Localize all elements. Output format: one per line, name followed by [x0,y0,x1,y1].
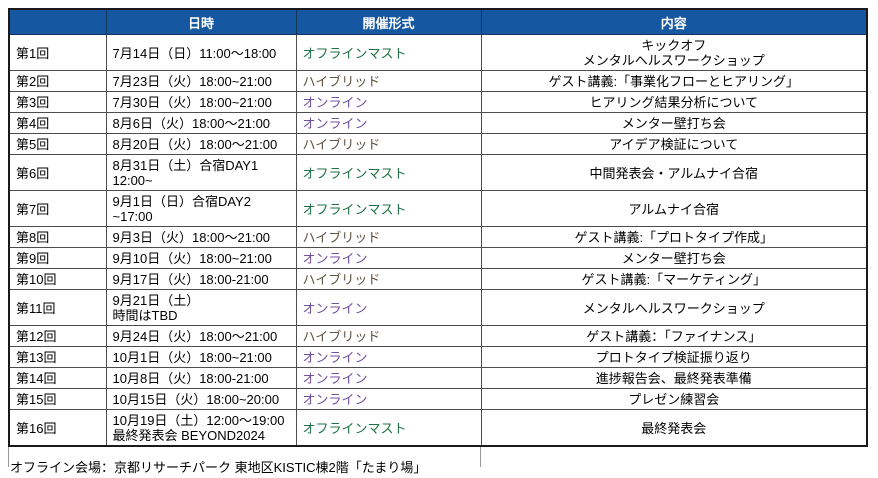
table-row: 第15回 10月15日（火）18:00~20:00 オンライン プレゼン練習会 [8,388,868,410]
table-row: 第1回 7月14日（日）11:00～18:00 オフラインマスト キックオフ メ… [8,34,868,71]
format-value: オンライン [295,91,482,113]
session-label: 第8回 [8,226,107,248]
session-label: 第12回 [8,325,107,347]
format-value: オフラインマスト [295,190,482,227]
format-value: オンライン [295,388,482,410]
content-value: 進捗報告会、最終発表準備 [480,367,868,389]
content-value: プレゼン練習会 [480,388,868,410]
format-value: オンライン [295,346,482,368]
format-value: ハイブリッド [295,325,482,347]
content-value: ゲスト講義:「マーケティング」 [480,268,868,290]
datetime-value: 7月23日（火）18:00~21:00 [105,70,297,92]
datetime-value: 10月15日（火）18:00~20:00 [105,388,297,410]
header-cell-content: 内容 [480,8,868,35]
content-value: アルムナイ合宿 [480,190,868,227]
table-row: 第3回 7月30日（火）18:00~21:00 オンライン ヒアリング結果分析に… [8,91,868,113]
datetime-value: 7月30日（火）18:00~21:00 [105,91,297,113]
table-row: 第16回 10月19日（土）12:00～19:00 最終発表会 BEYOND20… [8,409,868,447]
content-value: メンター壁打ち会 [480,112,868,134]
session-label: 第13回 [8,346,107,368]
datetime-value: 8月20日（火）18:00～21:00 [105,133,297,155]
table-row: 第13回 10月1日（火）18:00~21:00 オンライン プロトタイプ検証振… [8,346,868,368]
session-label: 第7回 [8,190,107,227]
datetime-value: 9月21日（土） 時間はTBD [105,289,297,326]
content-value: プロトタイプ検証振り返り [480,346,868,368]
session-label: 第2回 [8,70,107,92]
header-row: 日時 開催形式 内容 [8,8,868,35]
table-row: 第9回 9月10日（火）18:00~21:00 オンライン メンター壁打ち会 [8,247,868,269]
venue-note: オフライン会場：京都リサーチパーク 東地区KISTIC棟2階「たまり場」 [10,460,427,475]
table-row: 第5回 8月20日（火）18:00～21:00 ハイブリッド アイデア検証につい… [8,133,868,155]
datetime-value: 9月1日（日）合宿DAY2 ~17:00 [105,190,297,227]
header-cell-format: 開催形式 [295,8,482,35]
left-border-stub [8,447,9,467]
header-cell-datetime: 日時 [105,8,297,35]
session-label: 第3回 [8,91,107,113]
table-row: 第6回 8月31日（土）合宿DAY1 12:00~ オフラインマスト 中間発表会… [8,154,868,191]
format-value: オフラインマスト [295,154,482,191]
table-row: 第2回 7月23日（火）18:00~21:00 ハイブリッド ゲスト講義:「事業… [8,70,868,92]
format-value: ハイブリッド [295,226,482,248]
datetime-value: 8月31日（土）合宿DAY1 12:00~ [105,154,297,191]
session-label: 第4回 [8,112,107,134]
format-value: オンライン [295,247,482,269]
content-value: 中間発表会・アルムナイ合宿 [480,154,868,191]
datetime-value: 9月17日（火）18:00-21:00 [105,268,297,290]
session-label: 第9回 [8,247,107,269]
content-value: 最終発表会 [480,409,868,447]
content-value: キックオフ メンタルヘルスワークショップ [480,34,868,71]
datetime-value: 10月8日（火）18:00-21:00 [105,367,297,389]
format-value: オンライン [295,112,482,134]
datetime-value: 10月19日（土）12:00～19:00 最終発表会 BEYOND2024 [105,409,297,447]
datetime-value: 8月6日（火）18:00～21:00 [105,112,297,134]
format-value: オフラインマスト [295,409,482,447]
session-label: 第11回 [8,289,107,326]
table-row: 第7回 9月1日（日）合宿DAY2 ~17:00 オフラインマスト アルムナイ合… [8,190,868,227]
session-label: 第14回 [8,367,107,389]
content-value: アイデア検証について [480,133,868,155]
session-label: 第1回 [8,34,107,71]
table-row: 第12回 9月24日（火）18:00～21:00 ハイブリッド ゲスト講義：「フ… [8,325,868,347]
table-row: 第10回 9月17日（火）18:00-21:00 ハイブリッド ゲスト講義:「マ… [8,268,868,290]
format-value: ハイブリッド [295,268,482,290]
session-label: 第6回 [8,154,107,191]
content-value: ゲスト講義:「プロトタイプ作成」 [480,226,868,248]
table-row: 第4回 8月6日（火）18:00～21:00 オンライン メンター壁打ち会 [8,112,868,134]
datetime-value: 10月1日（火）18:00~21:00 [105,346,297,368]
table-row: 第11回 9月21日（土） 時間はTBD オンライン メンタルヘルスワークショッ… [8,289,868,326]
datetime-value: 9月24日（火）18:00～21:00 [105,325,297,347]
content-value: ゲスト講義:「事業化フローとヒアリング」 [480,70,868,92]
session-label: 第16回 [8,409,107,447]
format-value: ハイブリッド [295,133,482,155]
table-header: 日時 開催形式 内容 [8,8,868,35]
header-cell-session [8,8,107,35]
format-value: オンライン [295,289,482,326]
format-value: ハイブリッド [295,70,482,92]
format-value: オフラインマスト [295,34,482,71]
format-value: オンライン [295,367,482,389]
schedule-table: 日時 開催形式 内容 第1回 7月14日（日）11:00～18:00 オフライン… [8,8,868,447]
table-row: 第14回 10月8日（火）18:00-21:00 オンライン 進捗報告会、最終発… [8,367,868,389]
footer-notes: オフライン会場：京都リサーチパーク 東地区KISTIC棟2階「たまり場」 ※ハイ… [10,460,878,478]
content-value: ヒアリング結果分析について [480,91,868,113]
session-label: 第10回 [8,268,107,290]
content-value: ゲスト講義：「ファイナンス」 [480,325,868,347]
content-value: メンタルヘルスワークショップ [480,289,868,326]
content-column-border-stub [480,447,481,467]
datetime-value: 9月10日（火）18:00~21:00 [105,247,297,269]
datetime-value: 7月14日（日）11:00～18:00 [105,34,297,71]
content-value: メンター壁打ち会 [480,247,868,269]
schedule-table-container: 日時 開催形式 内容 第1回 7月14日（日）11:00～18:00 オフライン… [8,8,868,467]
session-label: 第5回 [8,133,107,155]
datetime-value: 9月3日（火）18:00～21:00 [105,226,297,248]
table-body: 第1回 7月14日（日）11:00～18:00 オフラインマスト キックオフ メ… [8,34,868,447]
table-row: 第8回 9月3日（火）18:00～21:00 ハイブリッド ゲスト講義:「プロト… [8,226,868,248]
session-label: 第15回 [8,388,107,410]
